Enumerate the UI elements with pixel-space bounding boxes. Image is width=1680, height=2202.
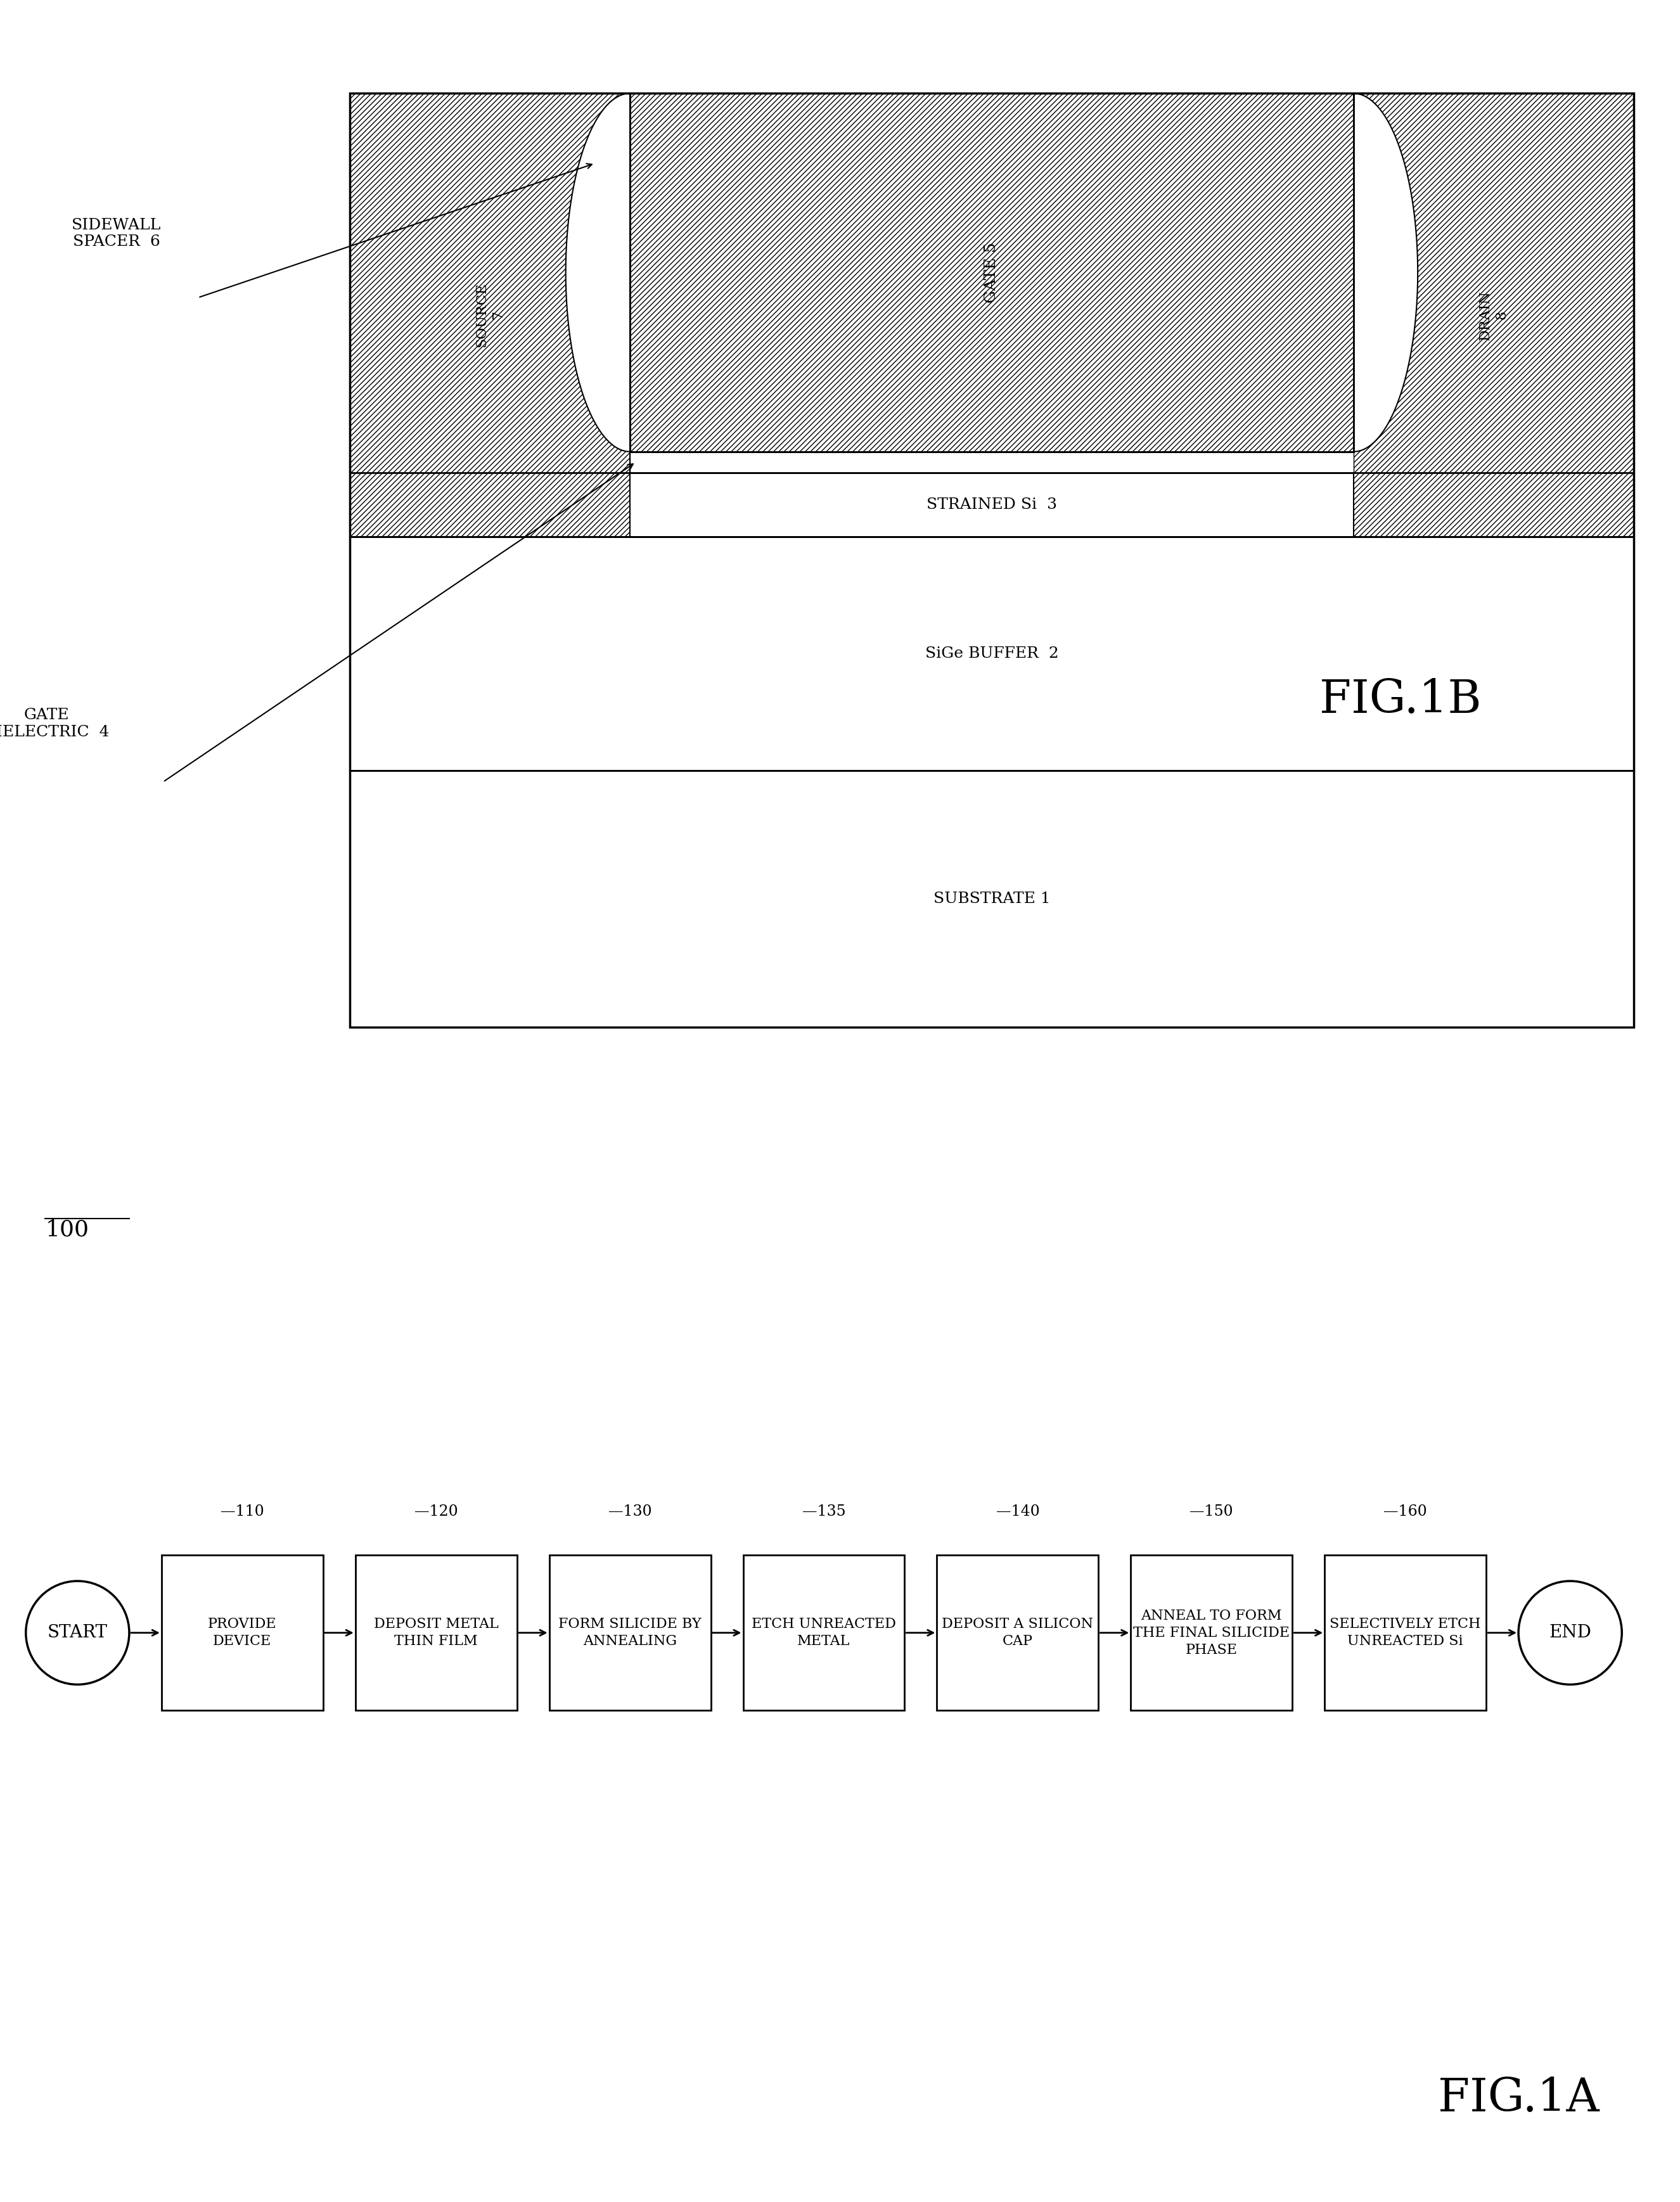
Text: GATE
DIELECTRIC  4: GATE DIELECTRIC 4	[0, 707, 109, 740]
Text: ETCH UNREACTED
METAL: ETCH UNREACTED METAL	[751, 1616, 895, 1649]
Text: —160: —160	[1384, 1504, 1428, 1519]
Text: FORM SILICIDE BY
ANNEALING: FORM SILICIDE BY ANNEALING	[558, 1616, 702, 1649]
Text: 100: 100	[45, 1220, 89, 1240]
Text: DRAIN
8: DRAIN 8	[1478, 291, 1509, 339]
Bar	[349, 537, 1633, 771]
Text: END: END	[1549, 1625, 1591, 1640]
Text: SELECTIVELY ETCH
UNREACTED Si: SELECTIVELY ETCH UNREACTED Si	[1331, 1616, 1482, 1649]
Text: PROVIDE
DEVICE: PROVIDE DEVICE	[208, 1616, 277, 1649]
Text: FIG.1A: FIG.1A	[1438, 2076, 1599, 2121]
Text: SiGe BUFFER  2: SiGe BUFFER 2	[926, 645, 1058, 661]
Text: —120: —120	[415, 1504, 459, 1519]
Bar	[349, 771, 1633, 1026]
Text: —130: —130	[608, 1504, 652, 1519]
Text: —135: —135	[801, 1504, 845, 1519]
Text: START: START	[47, 1625, 108, 1640]
Text: STRAINED Si  3: STRAINED Si 3	[926, 498, 1057, 513]
Polygon shape	[566, 92, 630, 451]
Bar	[630, 92, 1354, 451]
Text: —110: —110	[220, 1504, 264, 1519]
Text: DEPOSIT METAL
THIN FILM: DEPOSIT METAL THIN FILM	[375, 1616, 499, 1649]
Bar	[349, 92, 1633, 1026]
Text: SUBSTRATE 1: SUBSTRATE 1	[932, 892, 1050, 905]
Text: FIG.1B: FIG.1B	[1319, 678, 1482, 722]
Text: SIDEWALL
SPACER  6: SIDEWALL SPACER 6	[72, 218, 161, 249]
Text: —140: —140	[996, 1504, 1040, 1519]
Text: GATE 5: GATE 5	[984, 242, 1000, 302]
Bar	[630, 451, 1354, 473]
Polygon shape	[1354, 92, 1418, 451]
Text: —150: —150	[1189, 1504, 1233, 1519]
Text: DEPOSIT A SILICON
CAP: DEPOSIT A SILICON CAP	[942, 1616, 1094, 1649]
Bar	[1354, 92, 1633, 537]
Bar	[349, 92, 630, 537]
Text: SOURCE
7: SOURCE 7	[475, 282, 506, 348]
Bar	[349, 473, 1633, 537]
Text: ANNEAL TO FORM
THE FINAL SILICIDE
PHASE: ANNEAL TO FORM THE FINAL SILICIDE PHASE	[1134, 1610, 1290, 1656]
Bar	[630, 92, 1354, 451]
